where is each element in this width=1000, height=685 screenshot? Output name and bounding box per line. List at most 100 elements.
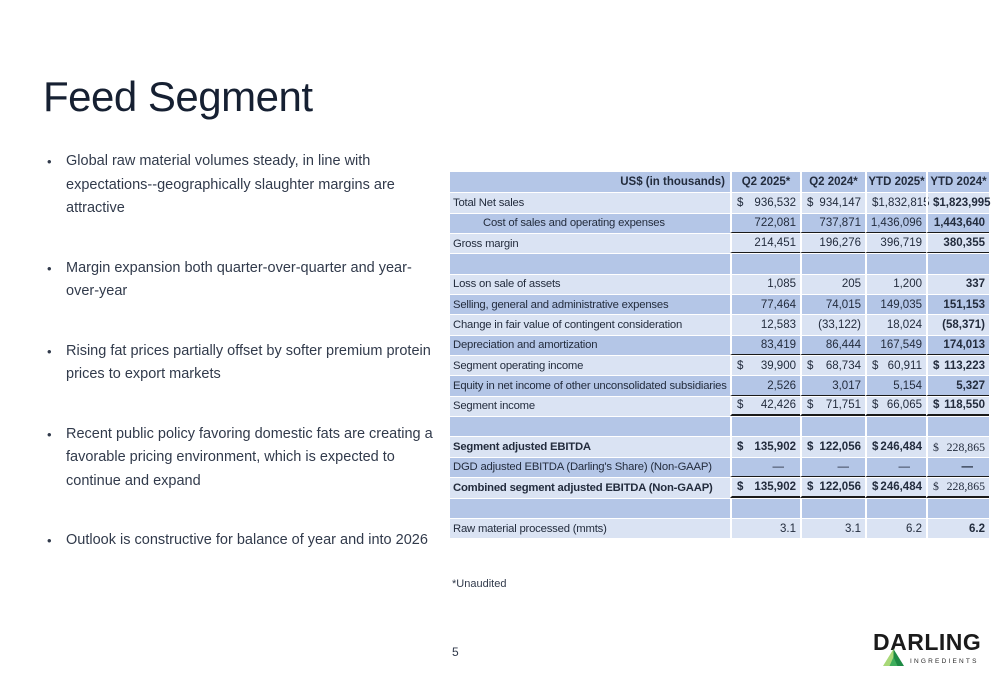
bullet-marker-icon: • — [47, 260, 52, 276]
table-cell: $60,911 — [865, 356, 926, 376]
table-cell: $122,056 — [800, 437, 865, 457]
table-cell — [800, 417, 865, 437]
cell-value: 135,902 — [754, 441, 796, 454]
table-row: Equity in net income of other unconsolid… — [450, 375, 989, 396]
table-row: Total Net sales $936,532 $934,147 $1,832,81… — [450, 192, 991, 213]
table-cell: 3,017 — [800, 376, 865, 396]
cell-value: 122,056 — [819, 441, 861, 454]
cell-value: 1,832,815 — [878, 197, 930, 210]
bullet-item: • Outlook is constructive for balance of … — [43, 529, 435, 553]
table-cell — [730, 254, 800, 274]
dollar-sign: $ — [807, 197, 814, 210]
table-cell — [800, 498, 865, 518]
logo-bottom-row: INGREDIENTS — [873, 649, 981, 666]
table-row — [450, 416, 989, 437]
table-cell: $246,484 — [865, 478, 926, 498]
bullet-marker-icon: • — [47, 154, 52, 169]
column-header: Q2 2025* — [730, 172, 800, 193]
table-header-row: US$ (in thousands) Q2 2025* Q2 2024* YTD 20… — [450, 172, 989, 193]
table-cell: 12,583 — [730, 315, 800, 335]
row-label: Segment adjusted EBITDA — [453, 441, 591, 454]
unit-label: US$ (in thousands) — [620, 176, 725, 189]
dollar-sign: $ — [807, 399, 814, 412]
table-cell: $42,426 — [730, 396, 800, 417]
table-row: Segment operating income $39,900 $68,734 $6… — [450, 355, 989, 376]
table-row: Segment income $42,426 $71,751 $66,065 $118,… — [450, 395, 989, 417]
table-cell: (58,371) — [926, 315, 989, 335]
bullet-item: • Rising fat prices partially offset by s… — [43, 340, 435, 387]
table-cell: $934,147 — [800, 193, 865, 213]
table-row — [450, 253, 989, 274]
table-cell: $66,065 — [865, 396, 926, 417]
dollar-sign: $ — [737, 480, 744, 493]
table-cell: $113,223 — [926, 356, 989, 376]
table-cell — [730, 498, 800, 518]
table-row: Cost of sales and operating expenses 722,… — [450, 212, 989, 234]
company-logo: DARLING INGREDIENTS — [873, 631, 981, 666]
table-cell: 3.1 — [730, 518, 800, 539]
row-label: Segment income — [453, 400, 535, 413]
bullet-item: • Margin expansion both quarter-over-quar… — [43, 257, 435, 304]
table-cell: $71,751 — [800, 396, 865, 417]
bullet-item: • Global raw material volumes steady, in … — [43, 150, 435, 221]
row-label: Selling, general and administrative expe… — [453, 298, 669, 311]
cell-value: 60,911 — [887, 359, 922, 372]
table-cell: $246,484 — [865, 437, 926, 457]
table-cell: 196,276 — [800, 234, 865, 254]
logo-wordmark: DARLING — [873, 629, 982, 655]
dollar-sign: $ — [872, 197, 879, 210]
cell-value: 122,056 — [819, 480, 861, 493]
table-cell: 5,327 — [926, 376, 989, 396]
dollar-sign: $ — [933, 479, 939, 494]
row-label: Cost of sales and operating expenses — [483, 217, 665, 230]
table-cell: $1,823,995 — [926, 193, 991, 213]
table-cell: 1,443,640 — [926, 213, 989, 234]
bullet-marker-icon: • — [47, 426, 52, 442]
cell-value: 246,484 — [880, 441, 922, 454]
table-cell: $228,865 — [926, 437, 989, 457]
cell-value: 42,426 — [760, 399, 796, 412]
table-cell: $135,902 — [730, 437, 800, 457]
table-cell: — — [730, 457, 800, 478]
column-header: YTD 2025* — [865, 172, 926, 193]
cell-value: 934,147 — [819, 197, 861, 210]
cell-value: 66,065 — [886, 399, 922, 412]
cell-value: 228,865 — [946, 479, 985, 494]
table-cell: 380,355 — [926, 234, 989, 254]
table-cell: $39,900 — [730, 356, 800, 376]
bullet-item: • Recent public policy favoring domestic … — [43, 423, 435, 494]
table-cell: 1,436,096 — [865, 213, 926, 234]
table-cell — [800, 254, 865, 274]
table-cell: 3.1 — [800, 518, 865, 539]
row-label — [450, 417, 730, 436]
dollar-sign: $ — [737, 359, 744, 372]
table-cell: 396,719 — [865, 234, 926, 254]
row-label: Equity in net income of other unconsolid… — [453, 380, 727, 393]
dollar-sign: $ — [807, 480, 814, 493]
dollar-sign: $ — [872, 480, 879, 493]
table-cell: 149,035 — [865, 295, 926, 315]
table-cell — [926, 498, 989, 518]
row-label: Change in fair value of contingent consi… — [453, 319, 683, 332]
table-row: Raw material processed (mmts) 3.1 3.1 6.2 6.… — [450, 517, 989, 539]
bullet-text: Margin expansion both quarter-over-quart… — [66, 259, 412, 300]
cell-value: 246,484 — [880, 480, 922, 493]
table-cell: 214,451 — [730, 234, 800, 254]
table-cell: 1,200 — [865, 274, 926, 295]
bullet-marker-icon: • — [47, 343, 52, 359]
bullet-text: Rising fat prices partially offset by so… — [66, 342, 431, 383]
row-label: Total Net sales — [453, 197, 525, 210]
row-label — [450, 254, 730, 273]
cell-value: 71,751 — [825, 399, 861, 412]
row-label: Combined segment adjusted EBITDA (Non-GA… — [453, 481, 713, 494]
table-cell: 74,015 — [800, 295, 865, 315]
dollar-sign: $ — [933, 359, 940, 372]
bullet-list: • Global raw material volumes steady, in … — [43, 150, 435, 589]
row-label: Depreciation and amortization — [453, 339, 598, 352]
bullet-text: Global raw material volumes steady, in l… — [66, 153, 395, 216]
triangle-icon — [883, 649, 904, 666]
table-cell: 1,085 — [730, 274, 800, 295]
dollar-sign: $ — [737, 197, 744, 210]
table-cell: 167,549 — [865, 335, 926, 356]
